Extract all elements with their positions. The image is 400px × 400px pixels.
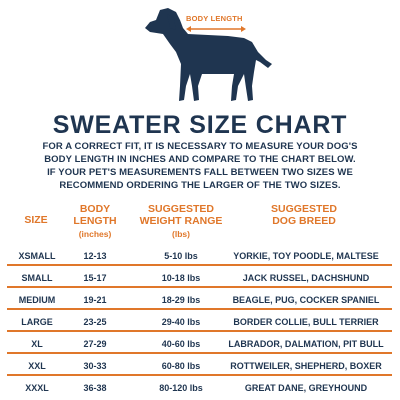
header-body-length: BODY LENGTH (inches): [70, 203, 120, 240]
cell-size: LARGE: [21, 317, 53, 327]
header-length-unit: (inches): [78, 229, 112, 239]
cell-size: XXXL: [25, 383, 49, 393]
page-title: SWEATER SIZE CHART: [52, 111, 348, 139]
intro-line: RECOMMEND ORDERING THE LARGER OF THE TWO…: [59, 180, 341, 191]
header-weight-unit: (lbs): [172, 229, 190, 239]
row-divider: [7, 286, 392, 288]
cell-weight: 5-10 lbs: [164, 251, 198, 261]
table-row: XXXL 36-38 80-120 lbs GREAT DANE, GREYHO…: [0, 375, 400, 398]
header-breed-line2: DOG BREED: [272, 215, 336, 227]
intro-line: FOR A CORRECT FIT, IT IS NECESSARY TO ME…: [42, 141, 358, 152]
cell-breed: LABRADOR, DALMATION, PIT BULL: [228, 339, 384, 349]
cell-size: SMALL: [21, 273, 53, 283]
dog-silhouette-icon: [145, 8, 272, 101]
table-row: XL 27-29 40-60 lbs LABRADOR, DALMATION, …: [0, 331, 400, 354]
dog-illustration: BODY LENGTH: [0, 0, 400, 112]
header-dog-breed: SUGGESTED DOG BREED: [244, 203, 364, 227]
cell-breed: ROTTWEILER, SHEPHERD, BOXER: [230, 361, 382, 371]
header-length-line1: BODY: [79, 203, 111, 215]
cell-length: 12-13: [83, 251, 107, 261]
row-divider: [7, 330, 392, 332]
cell-breed: BEAGLE, PUG, COCKER SPANIEL: [232, 295, 380, 305]
cell-length: 23-25: [83, 317, 107, 327]
row-divider: [7, 264, 392, 266]
row-divider: [7, 374, 392, 376]
header-breed-line1: SUGGESTED: [271, 203, 337, 215]
header-weight-line2: WEIGHT RANGE: [139, 215, 223, 227]
header-length-line2: LENGTH: [73, 215, 117, 227]
cell-length: 19-21: [83, 295, 107, 305]
intro-text: FOR A CORRECT FIT, IT IS NECESSARY TO ME…: [16, 140, 384, 192]
header-size: SIZE: [19, 214, 53, 226]
cell-size: XXL: [28, 361, 46, 371]
cell-length: 15-17: [83, 273, 107, 283]
header-weight-range: SUGGESTED WEIGHT RANGE (lbs): [128, 203, 234, 240]
cell-weight: 80-120 lbs: [159, 383, 203, 393]
table-row: XXL 30-33 60-80 lbs ROTTWEILER, SHEPHERD…: [0, 353, 400, 376]
body-length-arrow: [186, 26, 246, 32]
cell-size: XSMALL: [18, 251, 56, 261]
table-row: MEDIUM 19-21 18-29 lbs BEAGLE, PUG, COCK…: [0, 287, 400, 310]
table-row: XSMALL 12-13 5-10 lbs YORKIE, TOY POODLE…: [0, 243, 400, 266]
cell-weight: 10-18 lbs: [161, 273, 201, 283]
row-divider: [7, 352, 392, 354]
cell-weight: 40-60 lbs: [161, 339, 201, 349]
cell-breed: GREAT DANE, GREYHOUND: [244, 383, 368, 393]
cell-breed: JACK RUSSEL, DACHSHUND: [242, 273, 370, 283]
cell-length: 27-29: [83, 339, 107, 349]
cell-breed: BORDER COLLIE, BULL TERRIER: [233, 317, 379, 327]
row-divider: [7, 308, 392, 310]
header-size-label: SIZE: [24, 214, 48, 226]
cell-length: 36-38: [83, 383, 107, 393]
table-row: LARGE 23-25 29-40 lbs BORDER COLLIE, BUL…: [0, 309, 400, 332]
cell-size: XL: [31, 339, 43, 349]
cell-weight: 18-29 lbs: [161, 295, 201, 305]
cell-breed: YORKIE, TOY POODLE, MALTESE: [233, 251, 379, 261]
table-row: SMALL 15-17 10-18 lbs JACK RUSSEL, DACHS…: [0, 265, 400, 288]
intro-line: IF YOUR PET'S MEASUREMENTS FALL BETWEEN …: [47, 167, 353, 178]
intro-line: BODY LENGTH IN INCHES AND COMPARE TO THE…: [44, 154, 356, 165]
cell-weight: 60-80 lbs: [161, 361, 201, 371]
header-weight-line1: SUGGESTED: [148, 203, 214, 215]
cell-length: 30-33: [83, 361, 107, 371]
cell-weight: 29-40 lbs: [161, 317, 201, 327]
body-length-label: BODY LENGTH: [186, 14, 243, 23]
cell-size: MEDIUM: [18, 295, 56, 305]
